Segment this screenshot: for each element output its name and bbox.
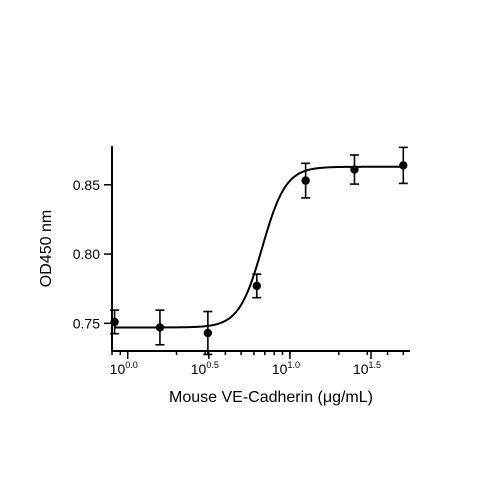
data-point — [350, 165, 359, 174]
data-point — [110, 317, 119, 327]
data-point — [203, 328, 213, 338]
data-point-group — [301, 162, 311, 199]
data-points — [110, 146, 408, 356]
data-point-group — [349, 154, 359, 185]
data-point-group — [398, 146, 408, 185]
x-tick-label: 101.5 — [353, 360, 381, 377]
fit-curve — [114, 165, 404, 329]
y-tick-label: 0.75 — [73, 315, 100, 331]
x-ticks: 100.0 100.5 101.0 101.5 — [110, 351, 381, 377]
x-axis-title: Mouse VE-Cadherin (μg/mL) — [169, 389, 373, 406]
data-point-group — [110, 309, 120, 335]
data-point — [155, 323, 165, 332]
data-point — [301, 176, 310, 185]
data-point-group — [155, 309, 165, 346]
data-point-group — [252, 273, 262, 299]
data-point-group — [203, 310, 213, 356]
y-ticks: 0.75 0.80 0.85 — [73, 177, 112, 331]
y-tick-label: 0.85 — [73, 177, 100, 193]
y-axis-title: OD450 nm — [38, 210, 55, 287]
x-tick-label: 101.0 — [272, 360, 300, 377]
data-point — [399, 161, 408, 170]
x-tick-label: 100.5 — [191, 360, 219, 377]
y-tick-label: 0.80 — [73, 246, 100, 262]
data-point — [252, 281, 262, 291]
x-tick-label: 100.0 — [110, 360, 138, 377]
axes — [111, 146, 410, 352]
